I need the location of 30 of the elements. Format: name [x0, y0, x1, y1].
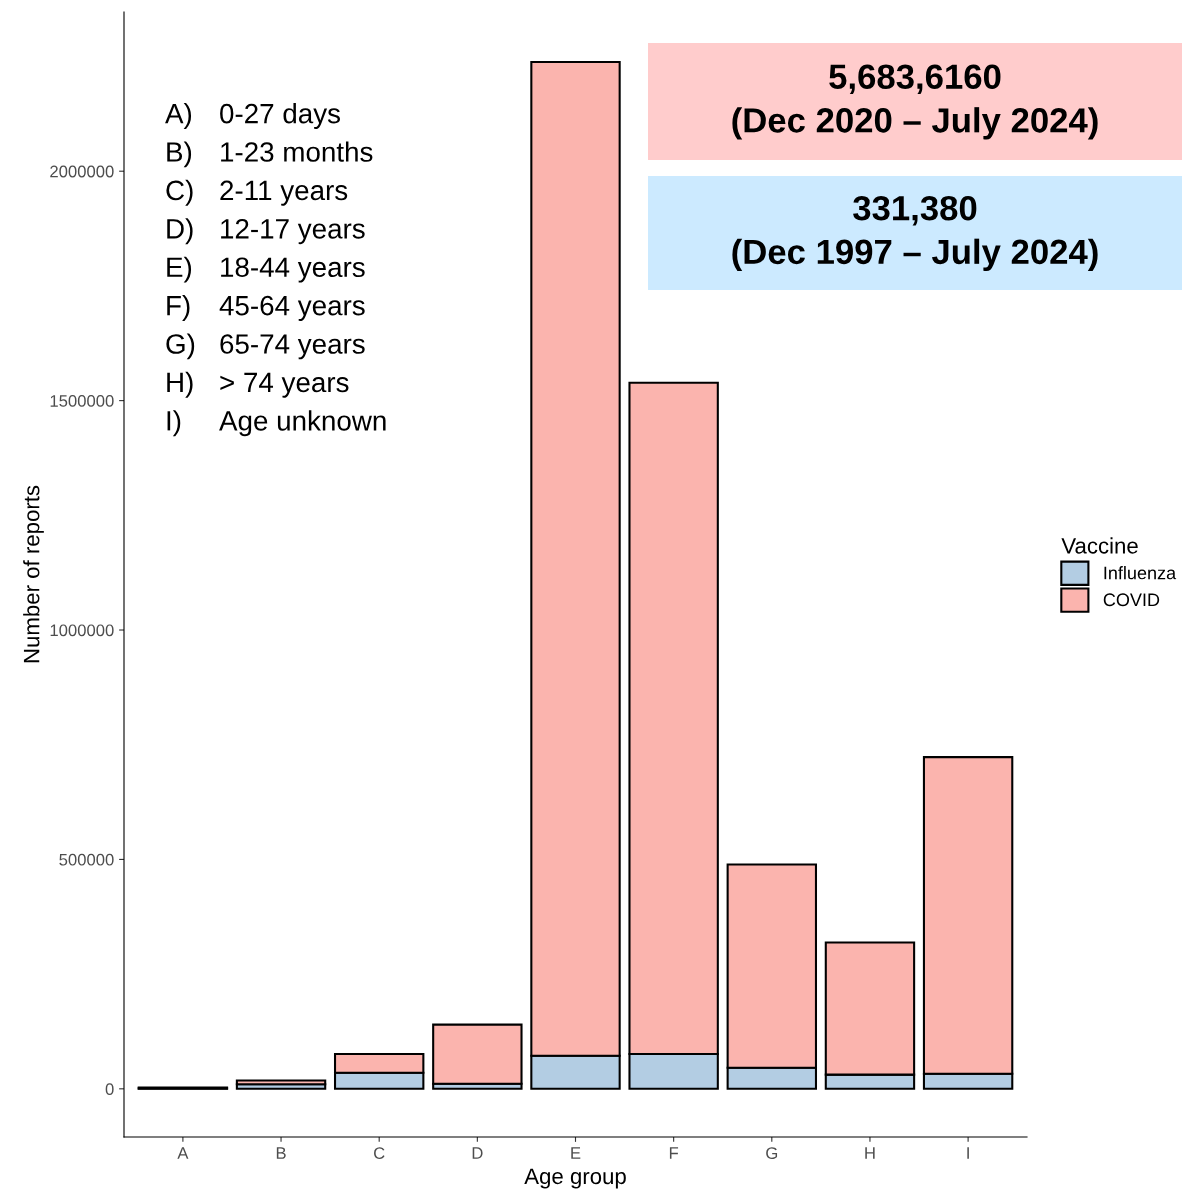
x-axis-title: Age group — [524, 1168, 626, 1189]
y-tick-label: 500000 — [59, 853, 114, 866]
annotation: H) > 74 years — [167, 371, 349, 398]
annotation: E) 18-44 years — [167, 256, 365, 283]
x-tick-label: C — [374, 1147, 385, 1159]
annotation: A) 0-27 days — [165, 103, 340, 129]
annotation: D) 12-17 years — [167, 218, 365, 245]
x-tick-label: B — [276, 1147, 286, 1159]
annotation: 331,380 (Dec 1997 – July 2024) — [732, 195, 1098, 272]
x-tick-label: E — [571, 1147, 581, 1159]
annotation: B) 1-23 months — [167, 141, 373, 168]
x-tick-label: G — [766, 1147, 778, 1159]
x-tick-label: D — [472, 1147, 483, 1159]
legend-label: COVID — [1103, 593, 1160, 607]
text: I) Age unknown — [167, 410, 386, 437]
legend-title: Vaccine — [1061, 537, 1138, 554]
annotation: C) 2-11 years — [166, 179, 348, 206]
annotation: F) 45-64 years — [167, 295, 365, 321]
annotation: G) 65-74 years — [166, 333, 365, 360]
x-tick-label: A — [177, 1147, 189, 1159]
annotation: 5,683,6160 (Dec 2020 – July 2024) — [732, 64, 1098, 140]
x-tick-label: F — [669, 1147, 679, 1159]
x-tick-label: H — [865, 1147, 875, 1159]
y-tick-label: 0 — [105, 1083, 114, 1096]
y-axis-title: Number of reports — [23, 485, 44, 663]
x-tick-label: I — [967, 1147, 969, 1159]
y-tick-label: 2000000 — [50, 165, 114, 178]
legend-label: Influenza — [1104, 566, 1177, 580]
y-tick-label: 1000000 — [50, 624, 114, 637]
y-tick-label: 1500000 — [50, 395, 114, 407]
